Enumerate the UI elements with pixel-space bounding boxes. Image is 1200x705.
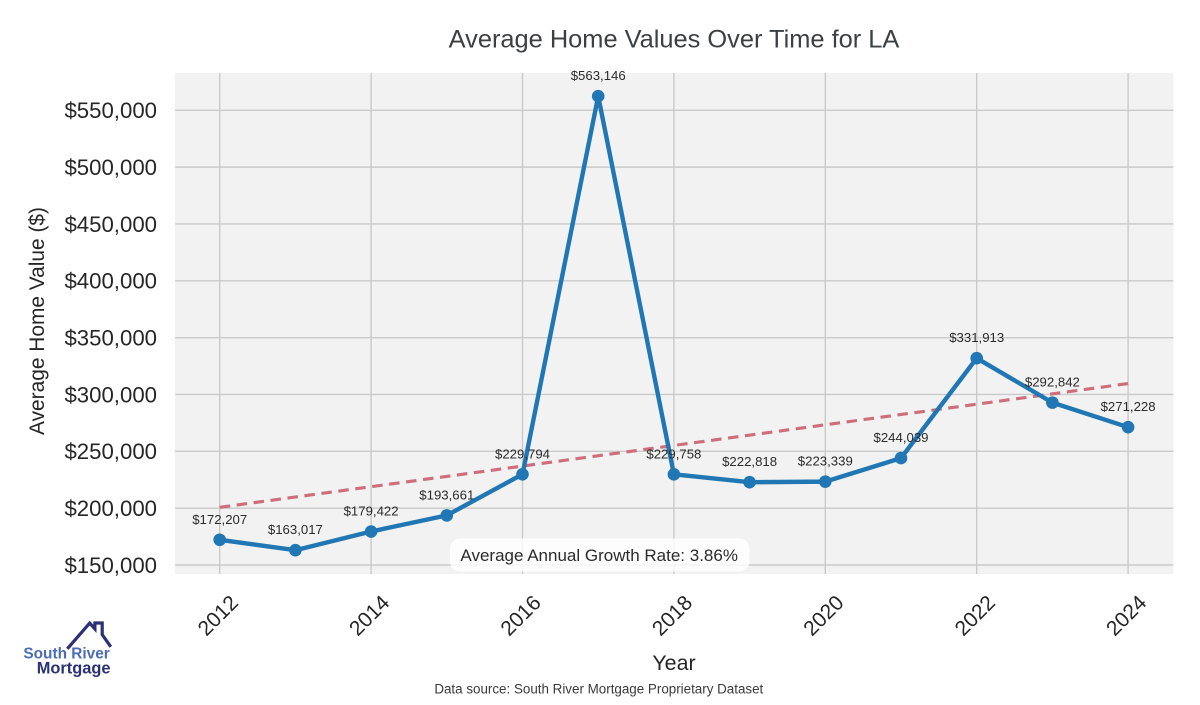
svg-text:$229,794: $229,794 [495,446,550,461]
svg-text:$179,422: $179,422 [344,504,399,519]
svg-text:$350,000: $350,000 [64,326,157,351]
svg-text:$150,000: $150,000 [64,553,157,578]
svg-text:$300,000: $300,000 [64,382,157,407]
svg-text:$500,000: $500,000 [64,155,157,180]
svg-text:Average Annual Growth Rate: 3.: Average Annual Growth Rate: 3.86% [460,546,738,565]
svg-text:$550,000: $550,000 [64,98,157,123]
svg-text:$193,661: $193,661 [419,487,474,502]
svg-text:$331,913: $331,913 [949,330,1004,345]
svg-text:Data source: South River Mortg: Data source: South River Mortgage Propri… [434,682,763,697]
svg-text:Year: Year [652,651,695,675]
svg-text:Average Home Values Over Time: Average Home Values Over Time for LA [449,26,900,54]
svg-text:$222,818: $222,818 [722,454,777,469]
svg-text:$244,039: $244,039 [873,430,928,445]
svg-text:$172,207: $172,207 [192,512,247,527]
svg-text:$400,000: $400,000 [64,269,157,294]
svg-text:$271,228: $271,228 [1101,399,1156,414]
svg-text:$200,000: $200,000 [64,496,157,521]
svg-text:$223,339: $223,339 [798,454,853,469]
svg-text:Average Home Value ($): Average Home Value ($) [26,207,49,435]
svg-text:$250,000: $250,000 [64,439,157,464]
svg-text:$163,017: $163,017 [268,522,323,537]
svg-text:South River: South River [23,646,109,663]
svg-text:$292,842: $292,842 [1025,375,1080,390]
svg-text:Mortgage: Mortgage [37,660,111,678]
svg-text:$450,000: $450,000 [64,212,157,237]
svg-text:$563,146: $563,146 [571,68,626,83]
svg-text:$229,758: $229,758 [646,446,701,461]
